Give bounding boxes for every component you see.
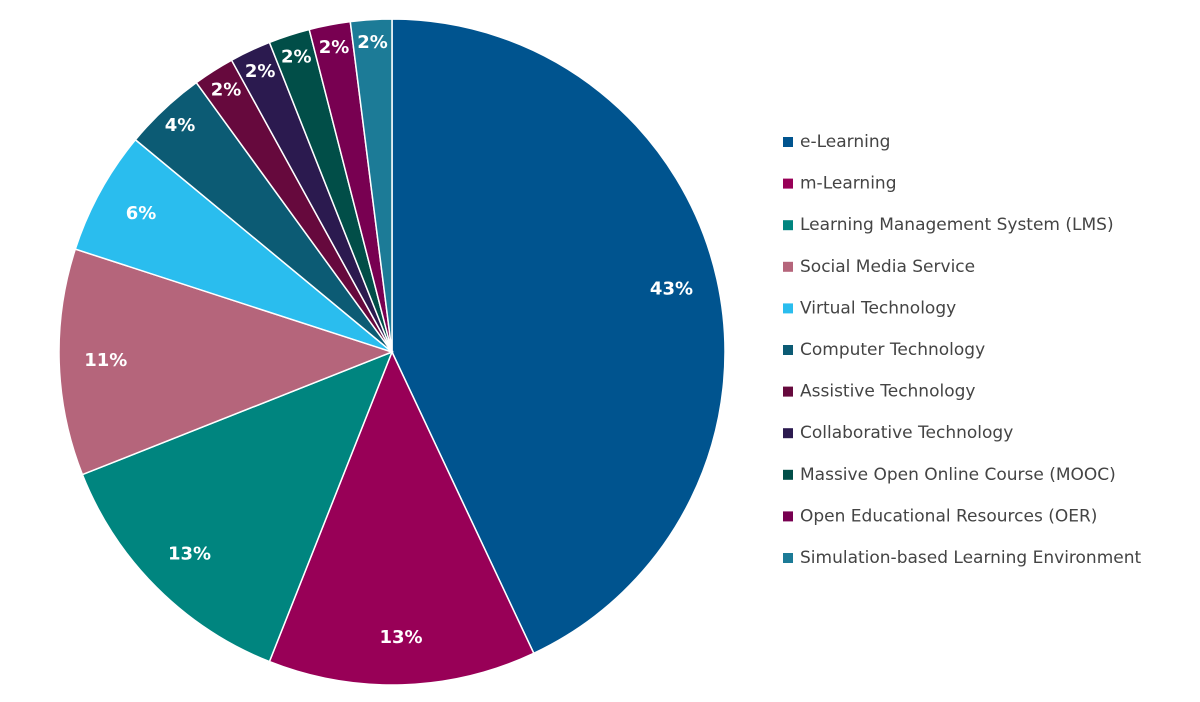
pie-slice	[349, 18, 393, 353]
legend-swatch	[783, 553, 793, 563]
legend-label: Social Media Service	[800, 257, 975, 277]
pie-slice	[58, 248, 395, 476]
legend-swatch	[783, 386, 793, 397]
legend-label: Computer Technology	[800, 340, 985, 360]
pie-slice	[74, 138, 393, 353]
value-label: 2%	[211, 80, 242, 101]
legend-swatch	[783, 428, 793, 439]
legend-label: Collaborative Technology	[800, 423, 1013, 443]
value-label: 13%	[379, 627, 422, 648]
pie-slice	[391, 18, 726, 655]
pie-slice	[81, 350, 394, 663]
legend-swatch	[783, 261, 793, 272]
legend-swatch	[783, 137, 793, 147]
legend-label: Simulation-based Learning Environment	[800, 548, 1141, 568]
value-label: 2%	[281, 46, 312, 67]
value-label: 13%	[168, 544, 211, 565]
legend-swatch	[783, 220, 793, 231]
legend-label: Virtual Technology	[800, 298, 956, 318]
legend-swatch	[783, 345, 793, 355]
legend-swatch	[783, 511, 793, 522]
value-label: 2%	[245, 61, 276, 82]
pie-slice	[268, 350, 535, 686]
value-label: 6%	[126, 203, 157, 224]
legend-label: Open Educational Resources (OER)	[800, 506, 1097, 526]
value-label: 2%	[357, 32, 388, 53]
value-label: 2%	[319, 37, 350, 58]
legend-swatch	[783, 469, 793, 480]
value-label: 4%	[165, 115, 196, 136]
legend-swatch	[783, 303, 793, 314]
legend-label: Assistive Technology	[800, 382, 975, 402]
value-label: 43%	[650, 279, 693, 300]
value-label: 11%	[84, 350, 127, 371]
legend-swatch	[783, 178, 793, 189]
legend-label: e-Learning	[800, 132, 890, 152]
legend-label: m-Learning	[800, 174, 897, 194]
legend-label: Learning Management System (LMS)	[800, 215, 1114, 235]
legend-label: Massive Open Online Course (MOOC)	[800, 465, 1116, 485]
